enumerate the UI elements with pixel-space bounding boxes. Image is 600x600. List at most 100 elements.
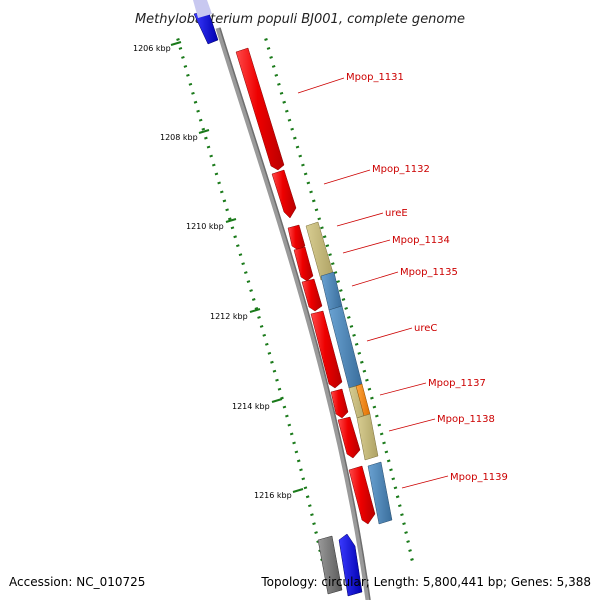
gene-label[interactable]: Mpop_1134	[392, 235, 450, 246]
minor-tick	[217, 181, 221, 185]
gene-label[interactable]: Mpop_1132	[372, 164, 430, 175]
gene-feature-mpop-1134[interactable]	[293, 246, 314, 282]
minor-tick	[305, 495, 310, 499]
leader-line	[351, 271, 399, 287]
kbp-tick-label: 1212 kbp	[210, 312, 248, 321]
gene-label[interactable]: Mpop_1139	[450, 472, 508, 483]
genome-backbone-shade	[219, 27, 371, 600]
minor-tick	[270, 360, 274, 364]
minor-tick	[282, 405, 287, 409]
leader-line	[342, 239, 391, 254]
minor-tick	[292, 441, 296, 445]
kbp-scale: 1206 kbp 1208 kbp 1210 kbp 1212 kbp 1214…	[133, 41, 304, 500]
kbp-major-tick	[170, 41, 182, 46]
gene-label[interactable]: Mpop_1131	[346, 72, 404, 83]
gene-label[interactable]: Mpop_1135	[400, 267, 458, 278]
minor-tick	[284, 109, 289, 113]
gene-feature-mpop-1138[interactable]	[356, 413, 379, 461]
minor-tick	[183, 64, 188, 68]
gene-label[interactable]: ureC	[414, 323, 437, 334]
minor-tick	[285, 414, 289, 418]
minor-tick	[308, 504, 312, 508]
minor-tick	[259, 324, 264, 328]
minor-tick	[225, 208, 229, 212]
minor-tick	[306, 181, 311, 185]
minor-tick	[209, 154, 213, 158]
kbp-tick-label: 1206 kbp	[133, 44, 171, 53]
minor-tick	[303, 486, 308, 490]
map-title: Methylobacterium populi BJ001, complete …	[135, 12, 465, 27]
minor-tick	[243, 271, 248, 275]
minor-tick	[311, 199, 316, 203]
minor-tick	[339, 289, 343, 292]
minor-tick	[391, 477, 396, 481]
minor-tick	[294, 450, 299, 454]
minor-tick	[389, 468, 393, 472]
minor-tick	[227, 217, 232, 221]
gene-feature-mpop-1132[interactable]	[271, 169, 297, 219]
label-leader-lines	[297, 77, 449, 489]
minor-tick	[206, 145, 211, 149]
minor-tick	[309, 190, 313, 194]
leader-line	[297, 77, 345, 94]
minor-tick	[266, 47, 271, 50]
minor-tick	[188, 82, 193, 86]
gene-feature-red-b[interactable]	[301, 278, 323, 312]
gene-label[interactable]: Mpop_1137	[428, 378, 486, 389]
minor-tick	[301, 163, 305, 167]
minor-tick	[186, 73, 190, 77]
minor-tick	[251, 298, 256, 301]
minor-tick	[298, 154, 303, 158]
minor-tick	[352, 333, 356, 337]
minor-tick	[277, 387, 282, 391]
gene-label[interactable]: Mpop_1138	[437, 414, 495, 425]
kbp-major-tick	[198, 129, 210, 134]
minor-tick	[219, 190, 224, 194]
gene-feature-red-d[interactable]	[330, 388, 349, 419]
minor-tick	[262, 333, 267, 337]
minor-tick	[289, 432, 294, 436]
minor-tick	[344, 307, 348, 310]
minor-tick	[254, 307, 259, 310]
gene-label[interactable]: ureE	[385, 208, 408, 219]
minor-tick	[393, 486, 398, 490]
minor-tick	[410, 558, 414, 561]
accession-text: Accession: NC_010725	[9, 575, 145, 589]
minor-tick	[330, 262, 335, 266]
gene-feature-red-f[interactable]	[348, 465, 376, 525]
minor-tick	[211, 163, 216, 167]
minor-tick	[317, 217, 322, 221]
minor-tick	[279, 91, 284, 95]
minor-tick	[269, 55, 273, 59]
leader-line	[379, 382, 427, 396]
gene-feature-blue-bottom[interactable]	[338, 533, 363, 597]
minor-tick	[357, 351, 362, 355]
minor-tick	[282, 100, 286, 104]
kbp-tick-label: 1208 kbp	[160, 133, 198, 142]
minor-tick	[402, 522, 406, 526]
gene-feature-red-c[interactable]	[310, 310, 343, 389]
gene-feature-mpop-1135[interactable]	[320, 271, 343, 311]
gene-feature-mpop-1139[interactable]	[367, 461, 393, 525]
gene-feature-mpop-1131[interactable]	[235, 47, 285, 171]
minor-tick	[198, 118, 203, 122]
minor-tick	[264, 38, 268, 41]
minor-tick	[196, 109, 200, 113]
minor-tick	[246, 280, 251, 284]
gene-feature-ureE[interactable]	[287, 224, 306, 251]
minor-tick	[377, 423, 382, 427]
coordinate-tick-tracks	[176, 38, 414, 561]
gene-feature-gray[interactable]	[317, 535, 343, 595]
minor-tick	[406, 540, 410, 544]
minor-tick	[214, 172, 219, 176]
minor-tick	[312, 522, 316, 526]
minor-tick	[204, 136, 208, 140]
minor-tick	[372, 405, 377, 409]
leader-line	[401, 475, 449, 489]
minor-tick	[382, 441, 386, 445]
genome-backbone	[215, 27, 371, 600]
kbp-major-tick	[249, 308, 261, 313]
minor-tick	[400, 513, 404, 517]
minor-tick	[398, 504, 402, 508]
gene-feature-red-e[interactable]	[337, 416, 361, 459]
